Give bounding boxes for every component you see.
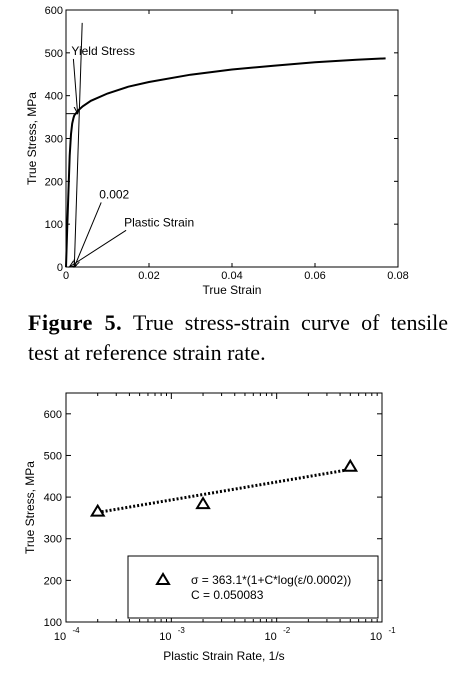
y-tick-label: 100 (44, 617, 62, 629)
y-tick-label: 0 (57, 262, 63, 274)
y-axis-label-2: True Stress, MPa (23, 461, 37, 554)
y-tick-label: 500 (44, 450, 62, 462)
x-tick-label: 0.02 (138, 270, 159, 282)
y-tick-label: 300 (44, 534, 62, 546)
annotation-arrow-0 (72, 58, 77, 114)
offset-line (73, 22, 83, 268)
data-point (89, 503, 106, 517)
annotation-0: Yield Stress (71, 44, 135, 58)
y-tick-label: 200 (45, 176, 63, 188)
annotation-2: Plastic Strain (124, 215, 194, 229)
legend-equation: σ = 363.1*(1+C*log(ε/0.0002)) (191, 573, 351, 587)
x-axis-label-2: Plastic Strain Rate, 1/s (163, 649, 284, 663)
plot-frame-2 (65, 392, 383, 623)
data-point (195, 496, 211, 510)
annotation-arrow-2 (69, 229, 127, 267)
x-tick-label: 10 (265, 631, 277, 643)
x-tick-exponent: -3 (178, 626, 186, 635)
strain-rate-chart: 10 -4 10 -3 10 -2 10 -1 100 200 300 400 500 600 Plasti… (23, 392, 396, 663)
x-tick-label: 0.08 (387, 270, 408, 282)
y-tick-label: 600 (44, 409, 62, 421)
x-axis-label: True Strain (203, 283, 262, 297)
y-tick-label: 400 (44, 492, 62, 504)
figure-caption-label: Figure 5. (28, 310, 123, 335)
y-tick-label: 100 (45, 219, 63, 231)
figure-caption: Figure 5. True stress-strain curve of te… (28, 308, 448, 368)
stress-strain-curve (65, 57, 386, 268)
x-tick-label: 10 (159, 631, 171, 643)
y-tick-label: 600 (45, 5, 63, 17)
x-tick-exponent: -2 (283, 626, 291, 635)
y-tick-label: 200 (44, 575, 62, 587)
y-tick-label: 400 (45, 91, 63, 103)
x-tick-label: 0 (63, 270, 69, 282)
annotation-1: 0.002 (99, 187, 129, 201)
x-tick-exponent: -1 (388, 626, 396, 635)
y-tick-label: 300 (45, 134, 63, 146)
y-tick-label: 500 (45, 48, 63, 60)
y-axis-label: True Stress, MPa (25, 92, 39, 185)
x-tick-label: 0.04 (221, 270, 242, 282)
x-tick-label: 10 (370, 631, 382, 643)
fit-line (97, 467, 351, 514)
legend-box (127, 555, 379, 619)
x-tick-label: 0.06 (304, 270, 325, 282)
figure-caption-text: True stress-strain curve of tensile test… (28, 310, 448, 365)
legend-constant: C = 0.050083 (191, 588, 264, 602)
data-point (342, 458, 359, 472)
legend-marker (155, 572, 171, 585)
x-tick-exponent: -4 (72, 626, 80, 635)
stress-strain-chart: 0 0.02 0.04 0.06 0.08 0 100 200 300 400 500 600 True… (25, 5, 409, 297)
x-tick-label: 10 (54, 631, 66, 643)
annotation-arrow-1 (74, 202, 102, 267)
